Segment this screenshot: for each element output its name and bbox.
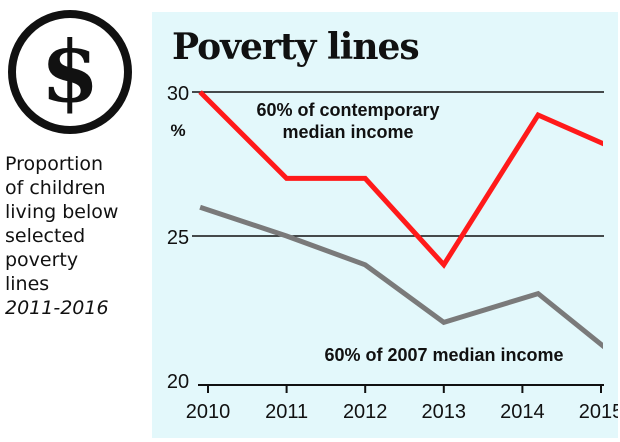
dollar-icon-glyph: $ xyxy=(41,22,99,121)
x-tick-label: 2013 xyxy=(422,401,467,423)
series-line-contemporary xyxy=(198,90,603,269)
series-label: 60% of 2007 median income xyxy=(324,345,563,365)
y-axis-unit: % xyxy=(170,121,185,140)
description-line: living below xyxy=(5,201,119,223)
series-label: median income xyxy=(282,122,413,142)
series-line-2007 xyxy=(199,204,603,350)
chart-title: Poverty lines xyxy=(172,26,420,68)
x-tick-label: 2010 xyxy=(186,401,231,423)
x-tick-label: 2011 xyxy=(265,401,308,423)
series-label: 60% of contemporary xyxy=(256,100,439,120)
dollar-icon-ring xyxy=(8,10,132,134)
line-chart: 20 25 30% 2010 2011 2012 2013 2014 2015 60% of co… xyxy=(167,83,618,423)
y-tick-label: 20 xyxy=(167,371,189,393)
chart-description: Proportion of children living below sele… xyxy=(5,152,155,320)
x-tick-label: 2012 xyxy=(343,401,388,423)
description-line: poverty xyxy=(5,249,79,271)
chart-panel: Poverty lines 20 25 30% 2010 2011 2012 2013 201… xyxy=(152,12,618,438)
dollar-icon: $ xyxy=(8,10,132,134)
description-line: of children xyxy=(5,177,106,199)
description-line: selected xyxy=(5,225,86,247)
description-line: Proportion xyxy=(5,153,104,175)
y-tick-label: 25 xyxy=(167,227,189,249)
x-tick-label: 2015 xyxy=(579,401,618,423)
description-years: 2011-2016 xyxy=(5,297,109,319)
description-line: lines xyxy=(5,273,50,295)
x-tick-label: 2014 xyxy=(500,401,545,423)
y-tick-label: 30 xyxy=(167,83,189,105)
